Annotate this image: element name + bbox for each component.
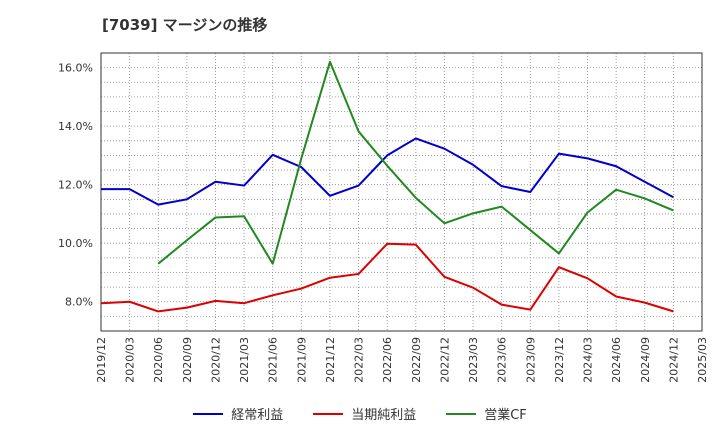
legend-label: 当期純利益 [351,408,417,423]
x-tick-label: 2025/03 [696,337,709,383]
x-tick-label: 2019/12 [95,337,108,383]
x-tick-label: 2021/03 [238,337,251,383]
x-tick-label: 2022/06 [381,337,394,383]
chart-title: [7039] マージンの推移 [102,16,268,34]
x-tick-label: 2020/09 [181,337,194,383]
y-tick-label: 10.0% [58,237,93,250]
x-tick-label: 2020/06 [152,337,165,383]
legend-swatch [446,412,477,415]
legend-item-0: 経常利益 [193,404,283,423]
legend-item-2: 営業CF [446,404,527,423]
x-tick-label: 2021/06 [267,337,280,383]
x-tick-label: 2022/12 [438,337,451,383]
x-tick-label: 2020/12 [209,337,222,383]
series-line-2 [157,60,674,265]
plot-frame [100,52,703,332]
x-tick-label: 2024/03 [582,337,595,383]
legend-item-1: 当期純利益 [313,404,416,423]
legend-swatch [193,412,224,415]
legend-label: 経常利益 [231,408,284,423]
y-tick-label: 8.0% [65,296,93,309]
x-tick-label: 2024/12 [667,337,680,383]
y-tick-label: 16.0% [58,62,93,75]
x-tick-label: 2020/03 [124,337,137,383]
y-tick-label: 12.0% [58,179,93,192]
series-line-0 [101,137,674,206]
plot-area [101,53,702,331]
x-tick-label: 2023/12 [553,337,566,383]
y-tick-label: 14.0% [58,120,93,133]
chart-legend: 経常利益 当期純利益 営業CF [0,404,720,423]
x-tick-label: 2023/03 [467,337,480,383]
x-tick-label: 2021/09 [295,337,308,383]
series-line-1 [100,242,674,313]
x-tick-label: 2023/06 [496,337,509,383]
x-tick-label: 2021/12 [324,337,337,383]
x-tick-label: 2022/09 [410,337,423,383]
x-tick-label: 2023/09 [524,337,537,383]
legend-swatch [313,412,344,415]
legend-label: 営業CF [484,408,527,423]
x-tick-label: 2024/09 [639,337,652,383]
x-tick-label: 2024/06 [610,337,623,383]
x-tick-label: 2022/03 [353,337,366,383]
